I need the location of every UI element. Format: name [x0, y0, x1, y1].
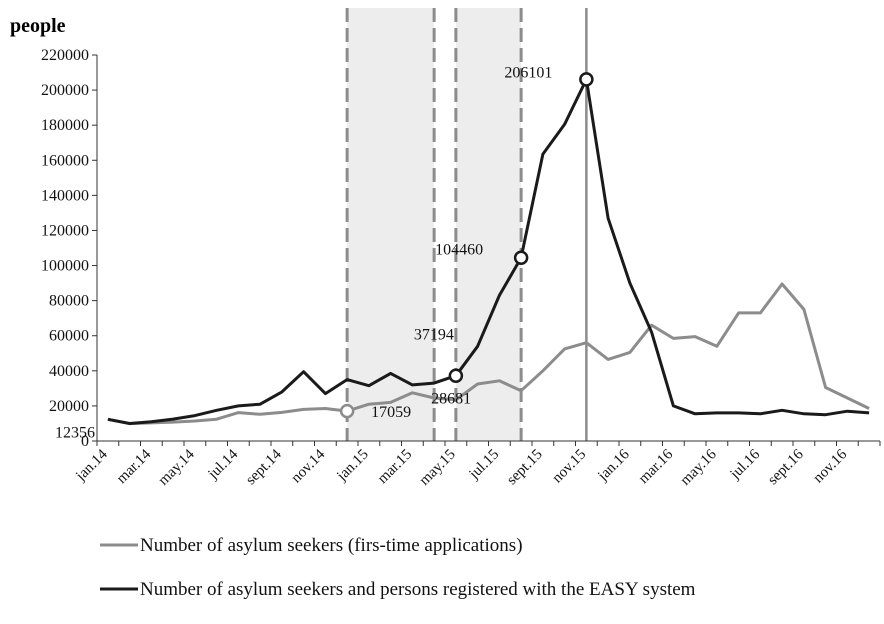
- annotation-label: 28681: [431, 391, 471, 408]
- shaded-periods: [345, 8, 523, 441]
- shaded-period-1: [347, 8, 435, 441]
- x-tick-label: nov.14: [288, 446, 328, 486]
- x-tick-label: may.14: [156, 446, 198, 488]
- annotation-label: 206101: [504, 64, 552, 81]
- x-tick-label: jul.14: [205, 446, 242, 483]
- y-tick-label: 120000: [41, 222, 89, 239]
- x-tick-label: sept.16: [765, 446, 807, 488]
- annotation-labels: 12356 17059 28681 37194 104460 206101: [55, 64, 552, 441]
- y-tick-label: 180000: [41, 117, 89, 134]
- y-tick-label: 20000: [49, 398, 89, 415]
- annotation-label: 12356: [55, 424, 95, 441]
- annotation-label: 104460: [435, 242, 483, 259]
- annotation-marker: [339, 403, 355, 419]
- x-tick-label: nov.15: [549, 447, 589, 487]
- annotation-markers: [339, 72, 594, 419]
- x-tick-label: may.16: [678, 446, 720, 488]
- y-tick-label: 220000: [41, 47, 89, 64]
- annotation-label: 37194: [414, 327, 454, 344]
- x-tick-label: may.15: [417, 447, 459, 489]
- series-line-2: [107, 77, 870, 425]
- y-tick-label: 40000: [49, 363, 89, 380]
- x-tick-label: jan.15: [333, 447, 371, 485]
- x-axis-ticks: jan.14 mar.14 may.14 jul.14 sept.14 nov.14 jan…: [72, 441, 881, 489]
- shaded-period-2: [455, 8, 522, 441]
- y-axis-title: people: [10, 15, 66, 37]
- x-tick-label: jul.16: [727, 446, 764, 483]
- x-tick-label: mar.14: [114, 446, 155, 487]
- annotation-label: 17059: [371, 404, 411, 421]
- y-tick-label: 80000: [49, 293, 89, 310]
- y-tick-label: 140000: [41, 187, 89, 204]
- x-tick-label: mar.15: [375, 447, 415, 487]
- x-tick-label: jan.14: [72, 446, 111, 485]
- y-tick-label: 160000: [41, 152, 89, 169]
- x-tick-label: jan.16: [594, 446, 633, 485]
- series-line-1: [107, 282, 870, 426]
- y-tick-label: 100000: [41, 258, 89, 275]
- legend: Number of asylum seekers (firs-time appl…: [100, 535, 696, 600]
- x-tick-label: jul.15: [466, 447, 502, 483]
- y-tick-label: 0: [81, 433, 89, 450]
- annotation-marker: [513, 250, 529, 265]
- x-tick-label: sept.15: [504, 447, 546, 489]
- annotation-marker: [448, 368, 464, 383]
- x-tick-label: sept.14: [243, 446, 285, 488]
- y-tick-label: 60000: [49, 328, 89, 345]
- y-axis-ticks: 0 20000 40000 60000 80000 100000 120000 140000 1…: [41, 47, 97, 450]
- legend-entry-2: Number of asylum seekers and persons reg…: [140, 579, 696, 600]
- series-lines: [107, 77, 870, 426]
- y-tick-label: 200000: [41, 82, 89, 99]
- x-tick-label: nov.16: [810, 446, 850, 486]
- legend-entry-1: Number of asylum seekers (firs-time appl…: [140, 535, 523, 556]
- x-tick-label: mar.16: [636, 446, 677, 487]
- annotation-marker: [579, 72, 594, 87]
